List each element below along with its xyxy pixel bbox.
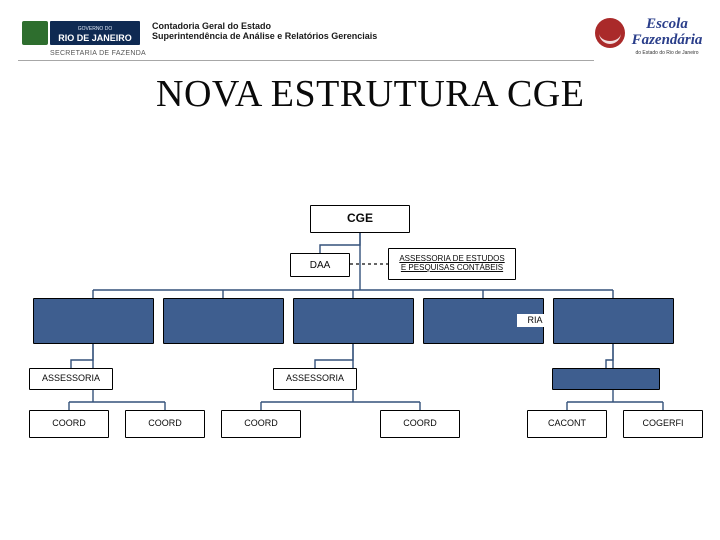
- header-sub: SECRETARIA DE FAZENDA: [50, 50, 146, 57]
- node-assess_ep: ASSESSORIA DE ESTUDOSE PESQUISAS CONTÁBE…: [388, 248, 516, 280]
- rj-logo: GOVERNO DO RIO DE JANEIRO: [22, 21, 140, 45]
- node-blue_r: [552, 368, 660, 390]
- svg-text:Escola: Escola: [645, 16, 688, 32]
- svg-text:Fazendária: Fazendária: [631, 32, 703, 48]
- header-rule: [18, 60, 594, 61]
- escola-logo: Escola Fazendária do Estado do Rio de Ja…: [593, 8, 711, 58]
- header-line1: Contadoria Geral do Estado: [152, 21, 377, 31]
- node-cge: CGE: [310, 205, 410, 233]
- node-row_b: [163, 298, 284, 344]
- svg-text:do Estado do Rio de Janeiro: do Estado do Rio de Janeiro: [635, 50, 698, 56]
- chart-stage: GOVERNO DO RIO DE JANEIRO Contadoria Ger…: [0, 0, 720, 540]
- node-coord4: COORD: [380, 410, 460, 438]
- node-row_a: [33, 298, 154, 344]
- svg-text:RIO DE JANEIRO: RIO DE JANEIRO: [58, 33, 132, 43]
- node-coord3: COORD: [221, 410, 301, 438]
- node-daa: DAA: [290, 253, 350, 277]
- header-text: Contadoria Geral do Estado Superintendên…: [152, 21, 377, 41]
- node-coord2: COORD: [125, 410, 205, 438]
- node-asses_l: ASSESSORIA: [29, 368, 113, 390]
- page-title: NOVA ESTRUTURA CGE: [156, 72, 584, 116]
- header-line2: Superintendência de Análise e Relatórios…: [152, 31, 377, 41]
- node-asses_m: ASSESSORIA: [273, 368, 357, 390]
- node-cogerfi: COGERFI: [623, 410, 703, 438]
- node-row_c: [293, 298, 414, 344]
- svg-text:GOVERNO DO: GOVERNO DO: [78, 26, 113, 32]
- node-coord1: COORD: [29, 410, 109, 438]
- node-ria_tag: RIA: [517, 314, 553, 327]
- node-row_e: [553, 298, 674, 344]
- node-cacont: CACONT: [527, 410, 607, 438]
